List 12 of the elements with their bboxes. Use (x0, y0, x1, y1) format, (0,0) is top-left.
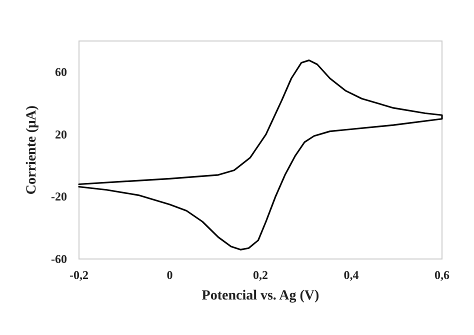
y-tick-label: 20 (55, 127, 67, 142)
x-tick-label: -0,2 (70, 268, 88, 282)
x-axis-title: Potencial vs. Ag (V) (202, 288, 320, 304)
y-tick-label: -60 (51, 252, 67, 266)
x-tick-label: 0,6 (434, 268, 450, 282)
y-tick-label: -20 (51, 190, 67, 204)
x-tick-label: 0,4 (344, 268, 359, 282)
y-axis-title: Corriente (μA) (24, 105, 40, 195)
line-series (78, 60, 443, 250)
y-tick-label: 60 (55, 65, 67, 80)
x-tick-label: 0 (166, 268, 173, 282)
x-tick-label: 0,2 (253, 268, 268, 282)
